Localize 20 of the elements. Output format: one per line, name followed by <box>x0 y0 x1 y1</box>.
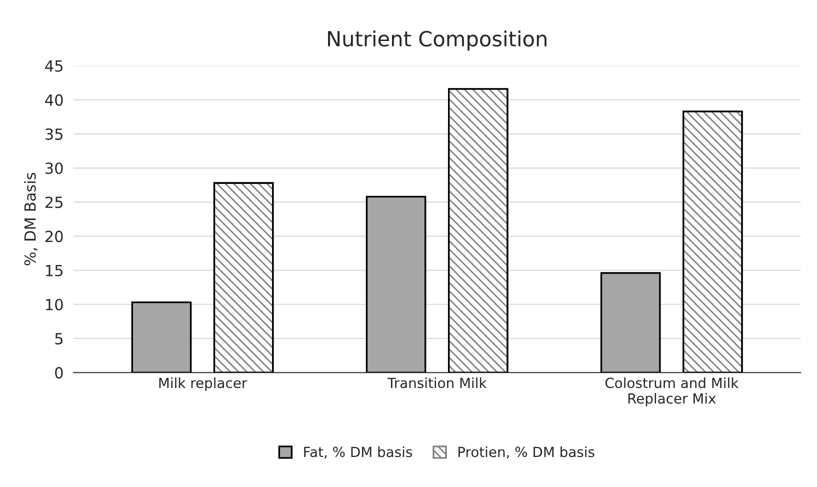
x-tick-label: Transition Milk <box>387 377 487 388</box>
y-tick-label: 30 <box>46 162 63 174</box>
y-tick-label: 35 <box>46 128 62 140</box>
y-tick-label: 45 <box>45 60 62 72</box>
legend-label: Fat, % DM basis <box>304 446 412 459</box>
y-tick-label: 5 <box>55 333 62 344</box>
chart-title: Nutrient Composition <box>328 30 546 51</box>
legend-label: Protien, % DM basis <box>458 446 594 459</box>
y-tick-label: 25 <box>45 196 62 208</box>
y-axis-title: %, DM Basis <box>24 172 38 266</box>
y-tick-label: 10 <box>46 298 63 310</box>
y-tick-label: 0 <box>55 367 63 379</box>
bar <box>131 301 192 373</box>
y-tick-label: 15 <box>46 264 62 276</box>
y-tick-label: 20 <box>45 230 63 242</box>
bar <box>600 272 661 373</box>
bar <box>366 196 426 373</box>
y-tick-label: 40 <box>45 94 63 106</box>
x-tick-label: Milk replacer <box>159 377 248 391</box>
x-tick-label: Colostrum and Milk Replacer Mix <box>605 377 739 406</box>
